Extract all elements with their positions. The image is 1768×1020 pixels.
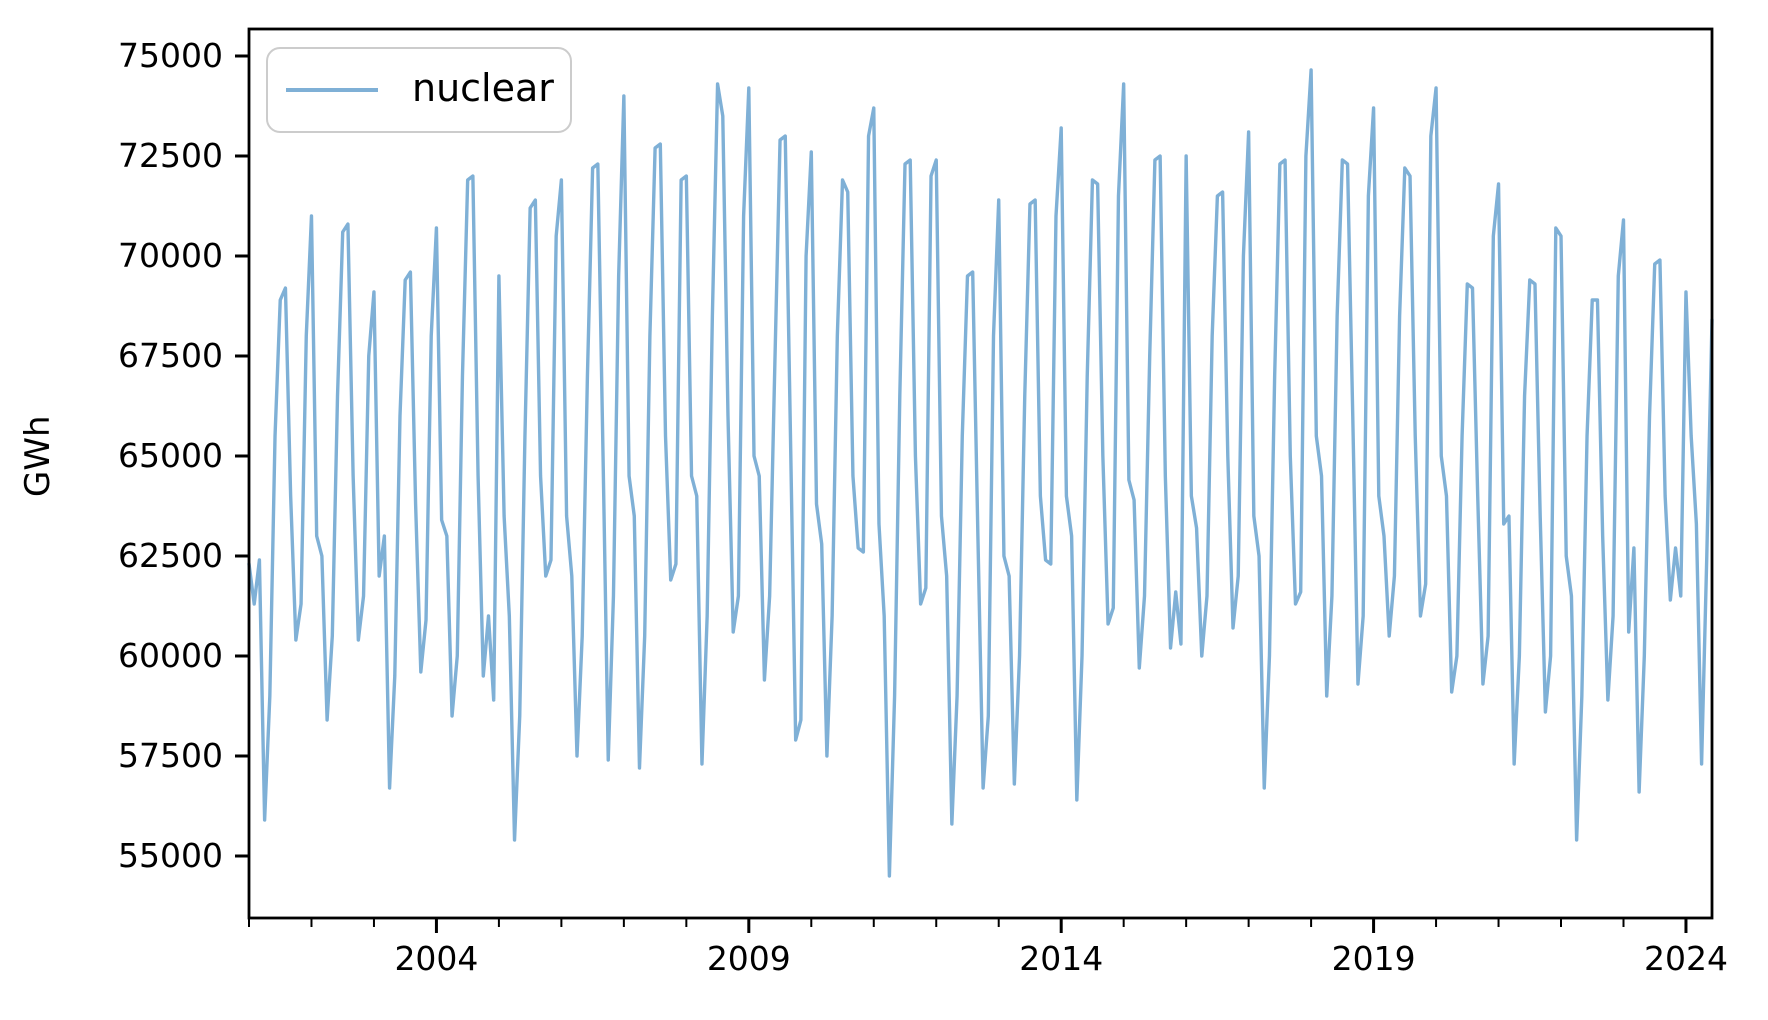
- series-line-nuclear: [247, 68, 1714, 878]
- y-tick-label: 55000: [118, 836, 223, 875]
- y-tick-label: 60000: [118, 636, 223, 675]
- x-tick-label: 2024: [1644, 939, 1728, 978]
- legend: nuclear: [266, 47, 572, 133]
- y-tick-label: 75000: [118, 36, 223, 75]
- y-tick-label: 65000: [118, 436, 223, 475]
- x-tick-label: 2009: [707, 939, 791, 978]
- y-tick-label: 70000: [118, 236, 223, 275]
- x-tick-label: 2019: [1332, 939, 1416, 978]
- x-tick-label: 2014: [1019, 939, 1103, 978]
- y-tick-label: 72500: [118, 136, 223, 175]
- axes-frame: [247, 27, 1714, 920]
- y-tick-label: 67500: [118, 336, 223, 375]
- y-axis-label: GWh: [18, 415, 58, 497]
- x-tick-label: 2004: [394, 939, 478, 978]
- y-tick-label: 57500: [118, 736, 223, 775]
- y-tick-label: 62500: [118, 536, 223, 575]
- legend-line-swatch-icon: [286, 88, 378, 92]
- legend-label: nuclear: [412, 66, 554, 110]
